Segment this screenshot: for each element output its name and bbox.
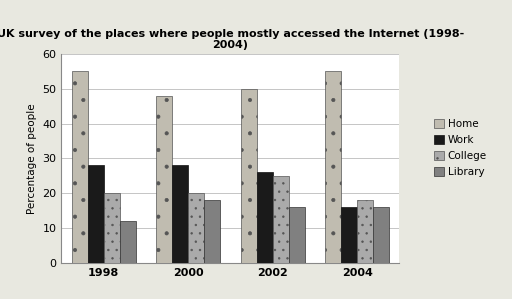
Y-axis label: Percentage of people: Percentage of people xyxy=(27,103,37,214)
Bar xyxy=(357,200,373,263)
Title: UK survey of the places where people mostly accessed the Internet (1998-
2004): UK survey of the places where people mos… xyxy=(0,29,464,50)
Bar xyxy=(325,71,341,263)
Bar xyxy=(272,176,289,263)
Bar xyxy=(257,173,272,263)
Bar xyxy=(373,207,389,263)
Bar xyxy=(204,200,220,263)
Bar xyxy=(88,165,103,263)
Bar xyxy=(172,165,188,263)
Bar xyxy=(120,221,136,263)
Legend: Home, Work, College, Library: Home, Work, College, Library xyxy=(432,117,489,179)
Bar xyxy=(72,71,88,263)
Bar xyxy=(241,89,257,263)
Bar xyxy=(289,207,305,263)
Bar xyxy=(103,193,120,263)
Bar xyxy=(156,96,172,263)
Bar xyxy=(188,193,204,263)
Bar xyxy=(341,207,357,263)
